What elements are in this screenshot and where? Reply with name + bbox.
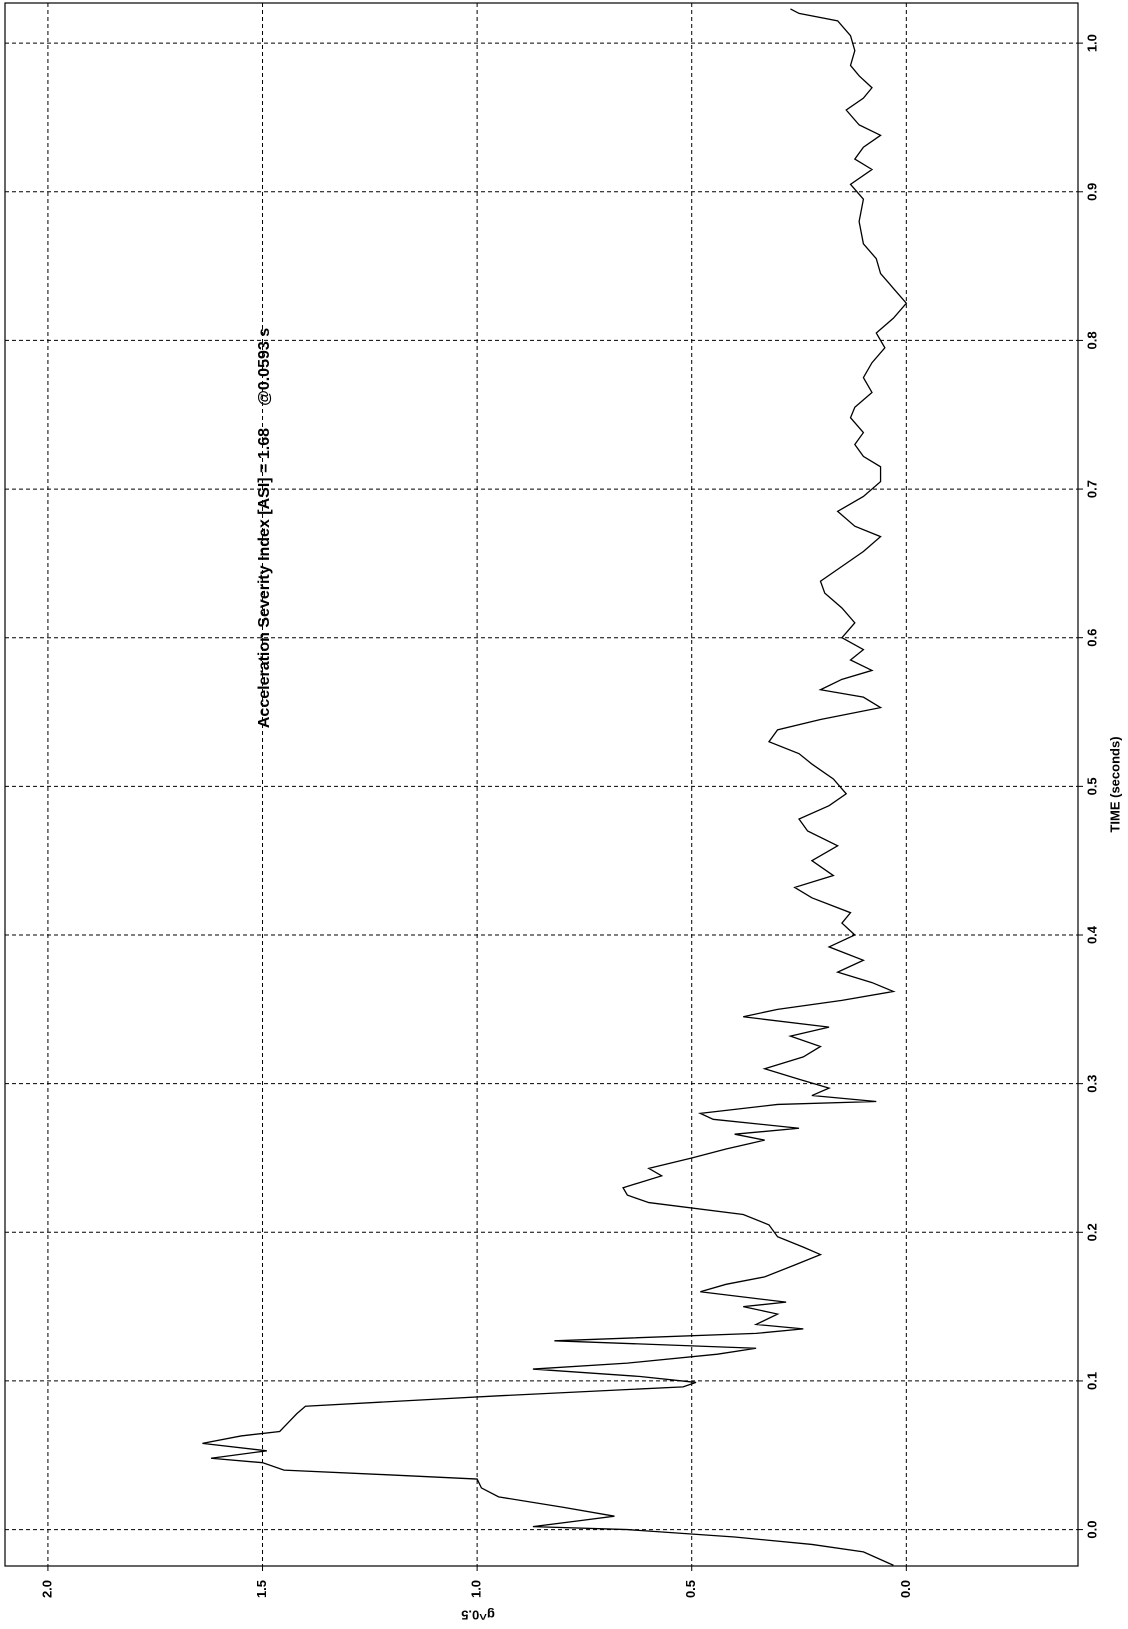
x-tick-label: 0.4 [1084, 925, 1099, 944]
x-tick-label: 0.9 [1084, 183, 1099, 201]
y-tick-label: 2.0 [39, 1580, 54, 1598]
x-tick-label: 0.5 [1084, 777, 1099, 795]
annotation: Acceleration Severity Index [ASI] = 1.68… [256, 328, 273, 728]
y-tick-label: 1.5 [254, 1580, 269, 1598]
x-tick-label: 0.8 [1084, 331, 1099, 349]
y-axis-title: g^0.5 [461, 1608, 495, 1623]
data-line [202, 8, 908, 1566]
x-tick-label: 1.0 [1084, 34, 1099, 52]
x-tick-label: 0.7 [1084, 480, 1099, 498]
x-tick-label: 0.2 [1084, 1223, 1099, 1241]
plot-frame [4, 2, 1079, 1567]
y-tick-label: 0.5 [683, 1580, 698, 1598]
x-tick-label: 0.1 [1084, 1372, 1099, 1390]
x-tick-label: 0.3 [1084, 1075, 1099, 1093]
y-tick-label: 1.0 [469, 1580, 484, 1598]
x-tick-label: 0.0 [1084, 1521, 1099, 1539]
x-tick-label: 0.6 [1084, 629, 1099, 647]
x-axis-title: TIME (seconds) [1107, 736, 1122, 832]
y-tick-label: 0.0 [898, 1580, 913, 1598]
